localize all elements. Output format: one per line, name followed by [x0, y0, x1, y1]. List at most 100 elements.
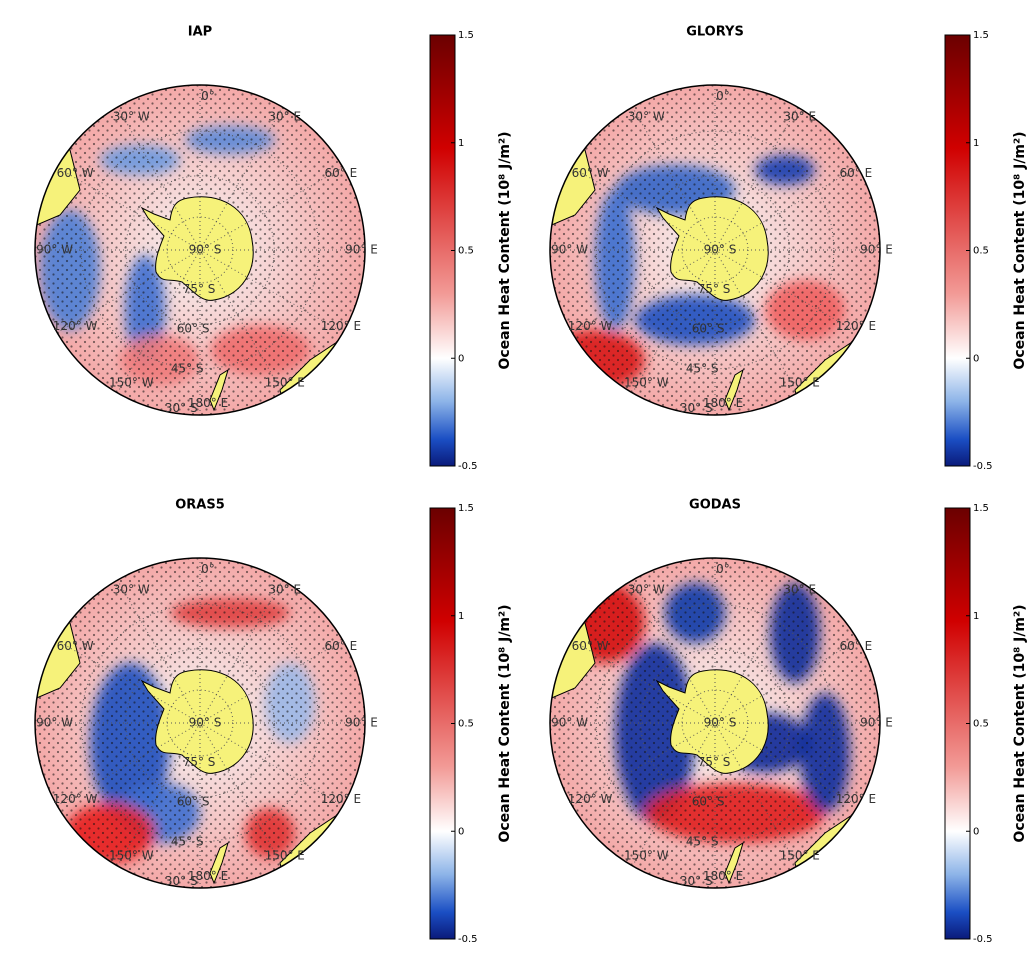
- longitude-label: 30° W: [628, 583, 665, 597]
- latitude-label: 75° S: [183, 755, 216, 769]
- latitude-label: 30° S: [165, 874, 198, 888]
- latitude-label: 60° S: [177, 795, 210, 809]
- longitude-label: 0°: [716, 89, 730, 103]
- longitude-label: 120° E: [321, 792, 361, 806]
- colorbar-label: Ocean Heat Content (10⁸ J/m²): [497, 604, 513, 842]
- longitude-label: 30° W: [628, 110, 665, 124]
- longitude-label: 120° E: [321, 319, 361, 333]
- latitude-label: 45° S: [686, 361, 719, 375]
- longitude-label: 150° E: [780, 848, 820, 862]
- africa: [260, 60, 350, 100]
- colorbar-tick-label: -0.5: [973, 461, 993, 472]
- latitude-label: 75° S: [698, 282, 731, 296]
- colorbar-tick-label: 1.5: [973, 30, 989, 41]
- colorbar-tick-label: 1.5: [973, 503, 989, 514]
- longitude-label: 90° W: [36, 716, 73, 730]
- colorbar-tick-label: 1: [458, 138, 464, 149]
- longitude-label: 90° W: [36, 243, 73, 257]
- longitude-label: 120° W: [53, 319, 98, 333]
- latitude-label: 75° S: [183, 282, 216, 296]
- colorbar-tick-label: 0: [973, 353, 979, 364]
- panel-title: GLORYS: [686, 25, 744, 40]
- longitude-label: 150° W: [109, 848, 154, 862]
- latitude-label: 30° S: [680, 401, 713, 415]
- latitude-label: 45° S: [171, 361, 204, 375]
- longitude-label: 30° W: [113, 110, 150, 124]
- latitude-label: 90° S: [189, 716, 222, 730]
- longitude-label: 30° E: [268, 110, 301, 124]
- latitude-label: 45° S: [686, 834, 719, 848]
- colorbar-label: Ocean Heat Content (10⁸ J/m²): [1012, 131, 1028, 369]
- colorbar-tick-label: 1.5: [458, 30, 474, 41]
- colorbar-tick-label: 1: [458, 611, 464, 622]
- latitude-label: 60° S: [177, 322, 210, 336]
- colorbar-tick-label: 0: [458, 353, 464, 364]
- colorbar-tick-label: -0.5: [973, 934, 993, 945]
- colorbar-label: Ocean Heat Content (10⁸ J/m²): [497, 131, 513, 369]
- longitude-label: 90° E: [345, 243, 378, 257]
- longitude-label: 60° W: [57, 639, 94, 653]
- longitude-label: 30° E: [783, 110, 816, 124]
- longitude-label: 60° E: [325, 639, 358, 653]
- longitude-label: 60° E: [840, 166, 873, 180]
- latitude-label: 60° S: [692, 795, 725, 809]
- colorbar-tick-label: 0.5: [973, 719, 989, 730]
- africa: [775, 533, 865, 573]
- longitude-label: 90° W: [551, 243, 588, 257]
- figure: IAP0°30° E60° E90° E120° E150° E180° E15…: [0, 0, 1030, 949]
- panel-title: IAP: [188, 25, 212, 40]
- longitude-label: 120° W: [53, 792, 98, 806]
- colorbar-label: Ocean Heat Content (10⁸ J/m²): [1012, 604, 1028, 842]
- longitude-label: 30° E: [268, 583, 301, 597]
- longitude-label: 150° E: [265, 848, 305, 862]
- colorbar-tick-label: 0: [458, 826, 464, 837]
- longitude-label: 150° W: [624, 375, 669, 389]
- longitude-label: 120° W: [568, 319, 613, 333]
- longitude-label: 90° E: [860, 243, 893, 257]
- colorbar-tick-label: 1: [973, 138, 979, 149]
- longitude-label: 90° E: [860, 716, 893, 730]
- panel-title: ORAS5: [175, 498, 225, 513]
- colorbar-tick-label: 0: [973, 826, 979, 837]
- colorbar-tick-label: 0.5: [458, 246, 474, 257]
- panel-title: GODAS: [689, 498, 741, 513]
- latitude-label: 60° S: [692, 322, 725, 336]
- latitude-label: 30° S: [680, 874, 713, 888]
- latitude-label: 30° S: [165, 401, 198, 415]
- longitude-label: 150° E: [265, 375, 305, 389]
- latitude-label: 45° S: [171, 834, 204, 848]
- longitude-label: 90° E: [345, 716, 378, 730]
- colorbar-tick-label: 0.5: [458, 719, 474, 730]
- longitude-label: 150° E: [780, 375, 820, 389]
- colorbar-tick-label: 0.5: [973, 246, 989, 257]
- longitude-label: 30° E: [783, 583, 816, 597]
- latitude-label: 90° S: [189, 243, 222, 257]
- colorbar-tick-label: -0.5: [458, 461, 478, 472]
- longitude-label: 60° E: [840, 639, 873, 653]
- longitude-label: 0°: [201, 89, 215, 103]
- longitude-label: 60° W: [57, 166, 94, 180]
- colorbar-tick-label: 1.5: [458, 503, 474, 514]
- longitude-label: 0°: [716, 562, 730, 576]
- longitude-label: 60° E: [325, 166, 358, 180]
- africa: [260, 533, 350, 573]
- longitude-label: 60° W: [572, 639, 609, 653]
- longitude-label: 120° W: [568, 792, 613, 806]
- latitude-label: 90° S: [704, 716, 737, 730]
- latitude-label: 90° S: [704, 243, 737, 257]
- latitude-label: 75° S: [698, 755, 731, 769]
- longitude-label: 0°: [201, 562, 215, 576]
- longitude-label: 90° W: [551, 716, 588, 730]
- longitude-label: 150° W: [109, 375, 154, 389]
- colorbar-tick-label: 1: [973, 611, 979, 622]
- longitude-label: 60° W: [572, 166, 609, 180]
- longitude-label: 120° E: [836, 792, 876, 806]
- colorbar-tick-label: -0.5: [458, 934, 478, 945]
- longitude-label: 150° W: [624, 848, 669, 862]
- africa: [775, 60, 865, 100]
- longitude-label: 120° E: [836, 319, 876, 333]
